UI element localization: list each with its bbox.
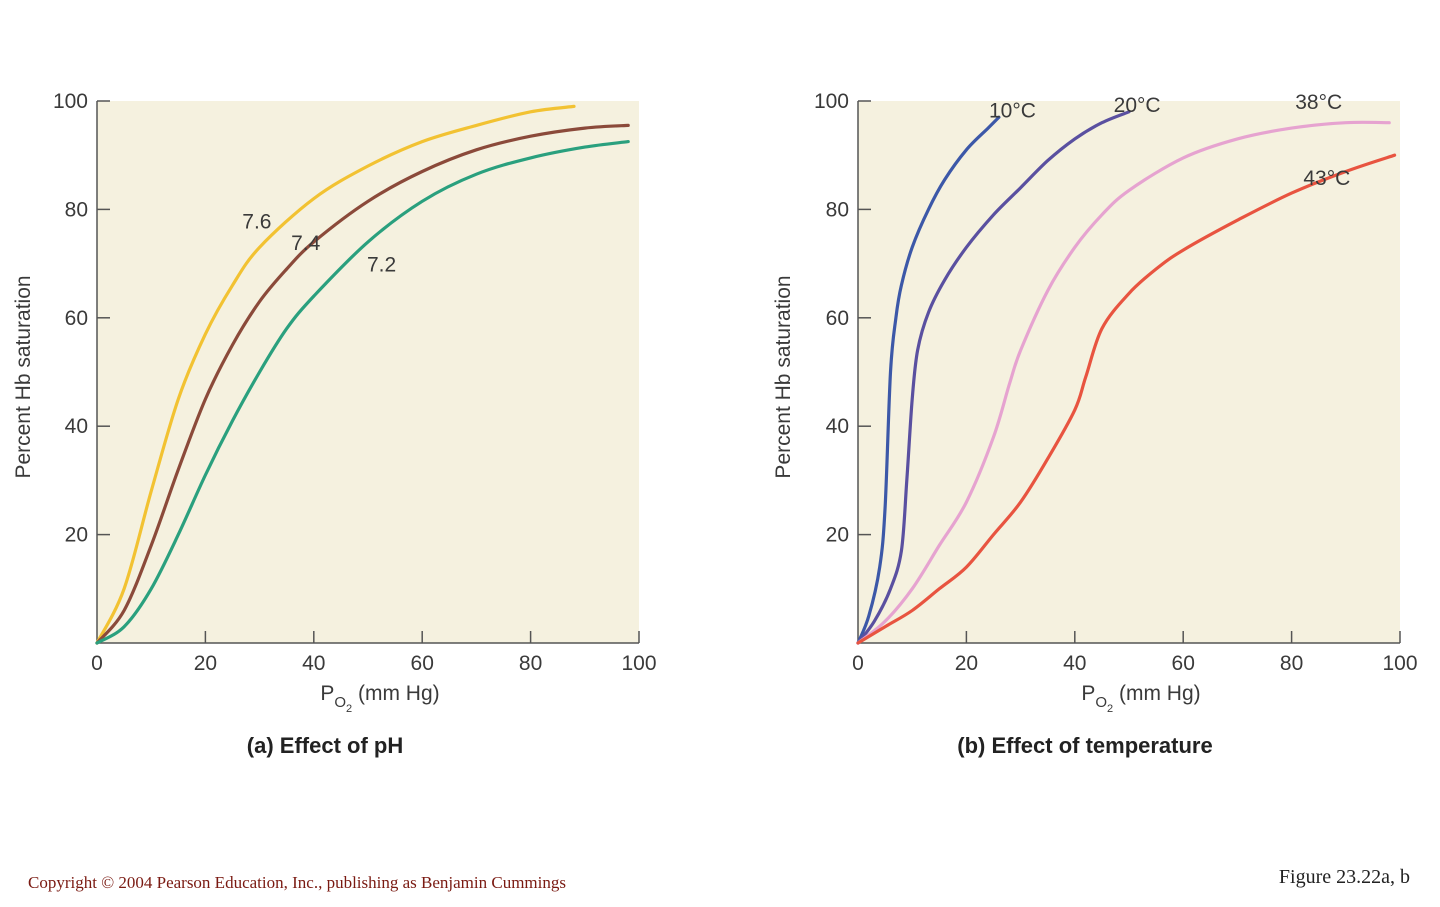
panel-a-y-tick-label: 80 <box>65 198 88 221</box>
panel-b-series-line-38C <box>856 120 1391 645</box>
panel-b-x-tick-label: 40 <box>1063 652 1086 675</box>
figure-number: Figure 23.22a, b <box>1278 866 1410 888</box>
panel-b-x-tick-label: 100 <box>1382 652 1417 675</box>
panel-a-y-tick-label: 20 <box>65 524 88 547</box>
panel-b-curve-label: 43°C <box>1303 167 1350 190</box>
panel-b-y-axis-title: Percent Hb saturation <box>772 275 795 478</box>
copyright-text: Copyright © 2004 Pearson Education, Inc.… <box>28 873 566 892</box>
panel-b-x-tick-label: 20 <box>955 652 978 675</box>
panel-a-y-tick-label: 60 <box>65 307 88 330</box>
panel-a-x-tick-label: 40 <box>302 652 325 675</box>
panel-b-series-line-10C <box>856 115 1001 645</box>
panel-b-y-tick-label: 80 <box>826 198 849 221</box>
panel-b-series-line-43C <box>856 153 1397 645</box>
panel-b-x-tick-label: 60 <box>1172 652 1195 675</box>
panel-a-caption: (a) Effect of pH <box>247 733 403 758</box>
panel-a-x-tick-label: 20 <box>194 652 217 675</box>
panel-a-x-tick-label: 0 <box>91 652 103 675</box>
panel-b-x-axis-title: PO2 (mm Hg) <box>1081 682 1200 715</box>
panel-a-x-tick-label: 60 <box>411 652 434 675</box>
panel-b-y-tick-label: 60 <box>826 307 849 330</box>
panel-b-y-tick-label: 100 <box>814 90 849 113</box>
panel-a-series-line-76 <box>95 104 576 645</box>
panel-b-curve-label: 10°C <box>989 99 1036 122</box>
panel-b-curve-label: 20°C <box>1114 94 1161 117</box>
panel-a-y-tick-label: 40 <box>65 415 88 438</box>
panel-b-caption: (b) Effect of temperature <box>957 733 1212 758</box>
panel-b-y-tick-label: 40 <box>826 415 849 438</box>
panel-a-curve-label: 7.6 <box>242 210 271 233</box>
panel-a-plot-area <box>97 101 639 643</box>
panel-a-series-line-74 <box>95 123 630 645</box>
panel-b-y-tick-label: 20 <box>826 524 849 547</box>
panel-a-y-tick-label: 100 <box>53 90 88 113</box>
panel-b-curve-label: 38°C <box>1295 91 1342 114</box>
panel-a-x-tick-label: 80 <box>519 652 542 675</box>
panel-a-y-axis-title: Percent Hb saturation <box>12 275 35 478</box>
panel-a-series-line-72 <box>95 140 630 645</box>
panel-b-series-line-20C <box>856 110 1131 645</box>
panel-b-x-tick-label: 80 <box>1280 652 1303 675</box>
panel-a-curve-label: 7.4 <box>291 232 321 255</box>
panel-a-curve-label: 7.2 <box>367 254 396 277</box>
panel-a-x-tick-label: 100 <box>621 652 656 675</box>
panel-a-x-axis-title: PO2 (mm Hg) <box>320 682 439 715</box>
panel-b-x-tick-label: 0 <box>852 652 864 675</box>
